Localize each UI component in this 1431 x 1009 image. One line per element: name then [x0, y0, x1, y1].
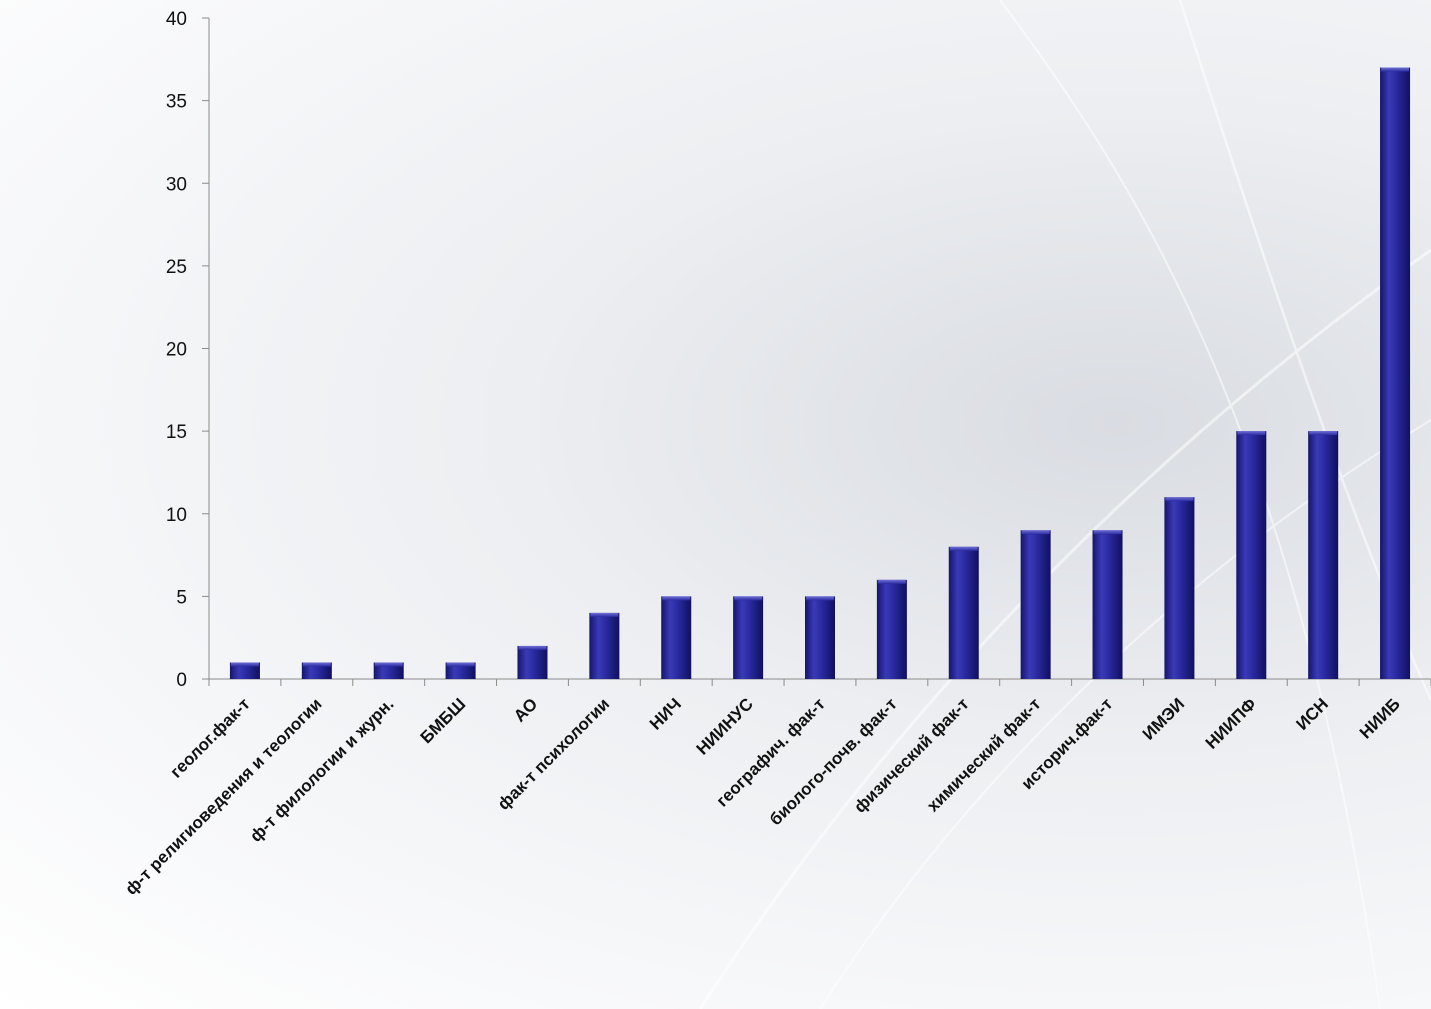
bar-body — [517, 645, 548, 679]
y-tick-label: 20 — [166, 340, 187, 361]
y-tick-label: 0 — [176, 670, 187, 691]
x-tick-label: НИЧ — [646, 694, 685, 733]
bar — [1236, 431, 1267, 679]
bar — [876, 579, 907, 679]
bar — [589, 612, 620, 679]
bar-cap — [1381, 67, 1410, 72]
x-tick-label: БМБШ — [417, 694, 470, 747]
x-tick-label: НИИБ — [1356, 694, 1404, 742]
y-tick-label: 5 — [176, 587, 187, 608]
bar-body — [229, 662, 260, 679]
bar-cap — [1021, 530, 1050, 535]
bar-cap — [446, 662, 475, 667]
bar-body — [373, 662, 404, 679]
x-tick-label: НИИПФ — [1202, 694, 1260, 752]
bar-body — [589, 612, 620, 679]
bar-cap — [1165, 497, 1194, 502]
bar-body — [733, 596, 764, 679]
bar — [301, 662, 332, 679]
bar — [1092, 530, 1123, 679]
x-tick-label: АО — [510, 694, 541, 725]
x-tick-label: НИИНУС — [693, 694, 757, 758]
bar — [733, 596, 764, 679]
bar — [1020, 530, 1051, 679]
bar-body — [445, 662, 476, 679]
bar-cap — [1309, 431, 1338, 436]
bar — [948, 546, 979, 679]
bar-body — [948, 546, 979, 679]
y-tick-label: 15 — [166, 422, 187, 443]
bar-body — [1308, 431, 1339, 679]
bar — [1308, 431, 1339, 679]
bar — [229, 662, 260, 679]
bar-body — [301, 662, 332, 679]
y-tick-label: 25 — [166, 257, 187, 278]
bars — [229, 67, 1411, 679]
bar — [445, 662, 476, 679]
bar — [1380, 67, 1411, 679]
y-tick-label: 35 — [166, 92, 187, 113]
y-tick-label: 30 — [166, 174, 187, 195]
bar-body — [1092, 530, 1123, 679]
x-tick-label: ф-т филологии и журн. — [246, 694, 397, 845]
bar-body — [876, 579, 907, 679]
bar-body — [1164, 497, 1195, 679]
bar — [517, 645, 548, 679]
bar-cap — [230, 662, 259, 667]
bar-body — [661, 596, 692, 679]
x-tick-label: ИМЭИ — [1139, 694, 1188, 743]
bar-cap — [806, 596, 834, 601]
bar-cap — [1093, 530, 1122, 535]
y-tick-label: 10 — [166, 505, 187, 526]
bar — [805, 596, 835, 679]
bar-cap — [590, 612, 619, 617]
bar-cap — [877, 579, 906, 584]
bar-body — [1236, 431, 1267, 679]
bar-cap — [1237, 431, 1266, 436]
bar-body — [1020, 530, 1051, 679]
bar-cap — [518, 645, 547, 650]
bar — [661, 596, 692, 679]
bar — [373, 662, 404, 679]
bar-cap — [662, 596, 691, 601]
bar-body — [1380, 67, 1411, 679]
bar-cap — [374, 662, 403, 667]
bar-cap — [302, 662, 331, 667]
bar-cap — [734, 596, 763, 601]
bar-cap — [949, 546, 978, 551]
bar — [1164, 497, 1195, 679]
y-tick-label: 40 — [166, 9, 187, 30]
bar-body — [805, 596, 835, 679]
